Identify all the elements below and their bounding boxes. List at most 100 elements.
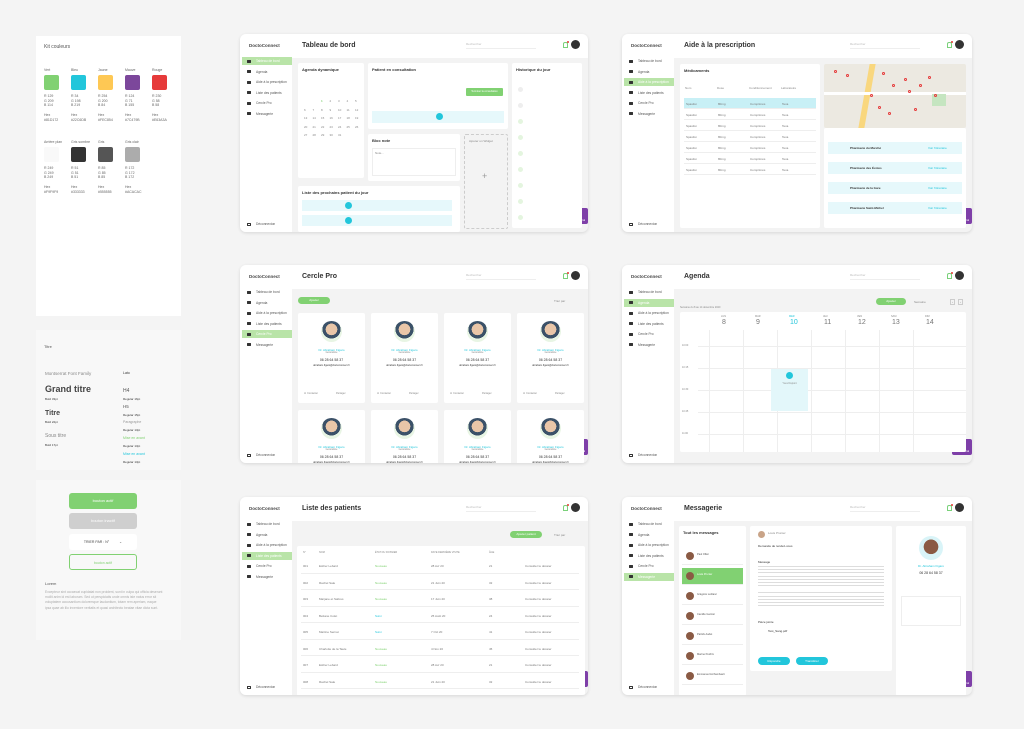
sidebar-item-messagerie[interactable]: Messagerie [242,110,292,118]
sort-dropdown[interactable]: Trier par [554,299,566,303]
transfer-button[interactable]: Transférer [796,657,828,665]
active-button-sample[interactable]: bouton actif [69,493,137,509]
day-number[interactable]: 8 [722,319,726,326]
add-widget-zone[interactable]: Ajouter un Widget + [464,134,508,229]
logout-button[interactable]: Déconnexion [624,451,674,459]
pharmacy-row[interactable]: Pharmacie de la Gare Voir l'itinéraire [828,182,962,194]
sidebar-item-aide-la-prescription[interactable]: Aide à la prescription [624,309,674,317]
map-pin-icon[interactable] [904,78,907,81]
calendar-day[interactable]: 29 [321,133,325,137]
search-input[interactable]: Rechercher [466,42,536,49]
calendar-day[interactable]: 1 [321,99,323,103]
open-file-link[interactable]: Consulter le dossier [525,613,552,618]
open-file-link[interactable]: Consulter le dossier [525,679,552,684]
calendar-day[interactable]: 14 [312,116,316,120]
conversation-item[interactable]: Patrick Audet [682,628,743,645]
search-input[interactable]: Rechercher [466,273,536,280]
pharmacy-row[interactable]: Pharmacie des Écoles Voir l'itinéraire [828,162,962,174]
calendar-day[interactable]: 22 [321,124,325,129]
sidebar-item-agenda[interactable]: Agenda [624,298,674,307]
patient-row[interactable]: 004 Bettane Colet Suivi 25 Août 20 24 Consult… [301,607,579,623]
sidebar-item-messagerie[interactable]: Messagerie [242,573,292,581]
sidebar-item-tableau-de-bord[interactable]: Tableau de bord [624,520,674,528]
sidebar-item-tableau-de-bord[interactable]: Tableau de bord [624,57,674,65]
map-pin-icon[interactable] [892,84,895,87]
contact-button[interactable]: ✉Contacter [523,392,537,395]
next-week-button[interactable]: › [958,299,963,305]
itinerary-link[interactable]: Voir l'itinéraire [928,186,947,190]
sidebar-item-liste-des-patients[interactable]: Liste des patients [624,89,674,97]
itinerary-link[interactable]: Voir l'itinéraire [928,146,947,150]
patient-row[interactable]: 001 Esther Lebard Nouveau 28 Avr 20 21 Consul… [301,557,579,574]
contact-button[interactable]: ✉Contacter [377,392,391,395]
calendar-day[interactable]: 13 [304,116,308,120]
conversation-item[interactable]: Emmanuel Archambault [682,668,743,685]
open-file-link[interactable]: Consulter le dossier [525,564,552,568]
appointment-event[interactable]: Yves Dupont [771,369,808,411]
calendar-day[interactable]: 31 [338,133,342,137]
calendar-day[interactable]: 25 [346,124,350,129]
calendar-day[interactable]: 21 [312,124,316,129]
sidebar-item-aide-la-prescription[interactable]: Aide à la prescription [242,541,292,549]
map-pin-icon[interactable] [878,106,881,109]
sidebar-item-messagerie[interactable]: Messagerie [624,110,674,118]
conversation-item[interactable]: Paul Ollier [682,548,743,565]
avatar[interactable] [955,271,964,280]
avatar[interactable] [955,40,964,49]
sidebar-item-cercle-pro[interactable]: Cercle Pro [624,330,674,338]
patient-row[interactable]: 005 Martine Sernat Suivi 7 Oct 20 41 Consulte… [301,623,579,640]
open-file-link[interactable]: Consulter le dossier [525,646,552,651]
map[interactable] [824,64,966,128]
share-button[interactable]: Partager [409,392,419,395]
view-select[interactable]: Semaine [914,300,926,304]
calendar-day[interactable]: 7 [312,107,315,112]
pharmacy-row[interactable]: Pharmacie Saint-Michel Voir l'itinéraire [828,202,962,214]
day-number[interactable]: 9 [756,319,760,326]
add-patient-button[interactable]: Ajouter patient [510,531,542,538]
sidebar-item-tableau-de-bord[interactable]: Tableau de bord [242,288,292,296]
sidebar-item-cercle-pro[interactable]: Cercle Pro [242,562,292,570]
map-pin-icon[interactable] [914,108,917,111]
patient-row[interactable]: 002 Rachel Sale Nouveau 21 Juin 20 32 Consult… [301,574,579,590]
logout-button[interactable]: Déconnexion [242,683,292,691]
pro-card[interactable]: Dr. Abraham Figaro Généraliste 06 28 64 58… [371,410,438,463]
medication-row[interactable]: Spasfon 80mg Comprimés Teva [684,109,816,120]
sidebar-item-cercle-pro[interactable]: Cercle Pro [242,99,292,107]
calendar-day[interactable]: 3 [338,99,340,103]
conversation-item[interactable]: Marine Perdrix [682,648,743,665]
end-consultation-button[interactable]: Terminer la consultation [466,88,503,96]
attachment-file[interactable]: Test_Sang.pdf [768,629,788,633]
note-textarea[interactable]: Note... [372,148,456,176]
sidebar-item-messagerie[interactable]: Messagerie [624,572,674,581]
sidebar-item-messagerie[interactable]: Messagerie [624,341,674,349]
calendar-day[interactable]: 19 [355,116,359,120]
pro-card[interactable]: Dr. Abraham Figaro Généraliste 06 28 64 58… [517,313,584,403]
contact-button[interactable]: ✉Contacter [304,392,318,395]
map-pin-icon[interactable] [928,76,931,79]
patient-row[interactable]: 003 Marjane et Sabres Nouveau 17 Juin 20 38 C… [301,590,579,607]
calendar-day[interactable]: 24 [338,124,342,129]
search-input[interactable]: Rechercher [850,273,920,280]
calendar-day[interactable]: 4 [346,99,349,103]
sort-dropdown[interactable]: Trier par [554,533,566,537]
calendar-day[interactable]: 16 [329,116,333,120]
calendar-day[interactable]: 15 [321,116,325,120]
sidebar-item-liste-des-patients[interactable]: Liste des patients [242,320,292,328]
sidebar-item-tableau-de-bord[interactable]: Tableau de bord [242,520,292,528]
sidebar-item-agenda[interactable]: Agenda [624,68,674,76]
day-number[interactable]: 10 [790,319,798,326]
sidebar-item-aide-la-prescription[interactable]: Aide à la prescription [242,309,292,317]
bell-icon[interactable] [563,41,569,48]
sidebar-item-agenda[interactable]: Agenda [624,531,674,539]
map-pin-icon[interactable] [882,72,885,75]
avatar[interactable] [955,503,964,512]
sidebar-item-aide-la-prescription[interactable]: Aide à la prescription [624,78,674,86]
medication-row[interactable]: Spasfon 80mg Comprimés Teva [684,164,816,175]
sidebar-item-agenda[interactable]: Agenda [242,299,292,307]
open-file-link[interactable]: Consulter le dossier [525,630,552,634]
medication-row[interactable]: Spasfon 80mg Comprimés Teva [684,153,816,164]
sidebar-item-aide-la-prescription[interactable]: Aide à la prescription [242,78,292,86]
add-appointment-button[interactable]: Ajouter [876,298,906,305]
open-file-link[interactable]: Consulter le dossier [525,580,552,585]
calendar-day[interactable]: 2 [329,99,332,103]
